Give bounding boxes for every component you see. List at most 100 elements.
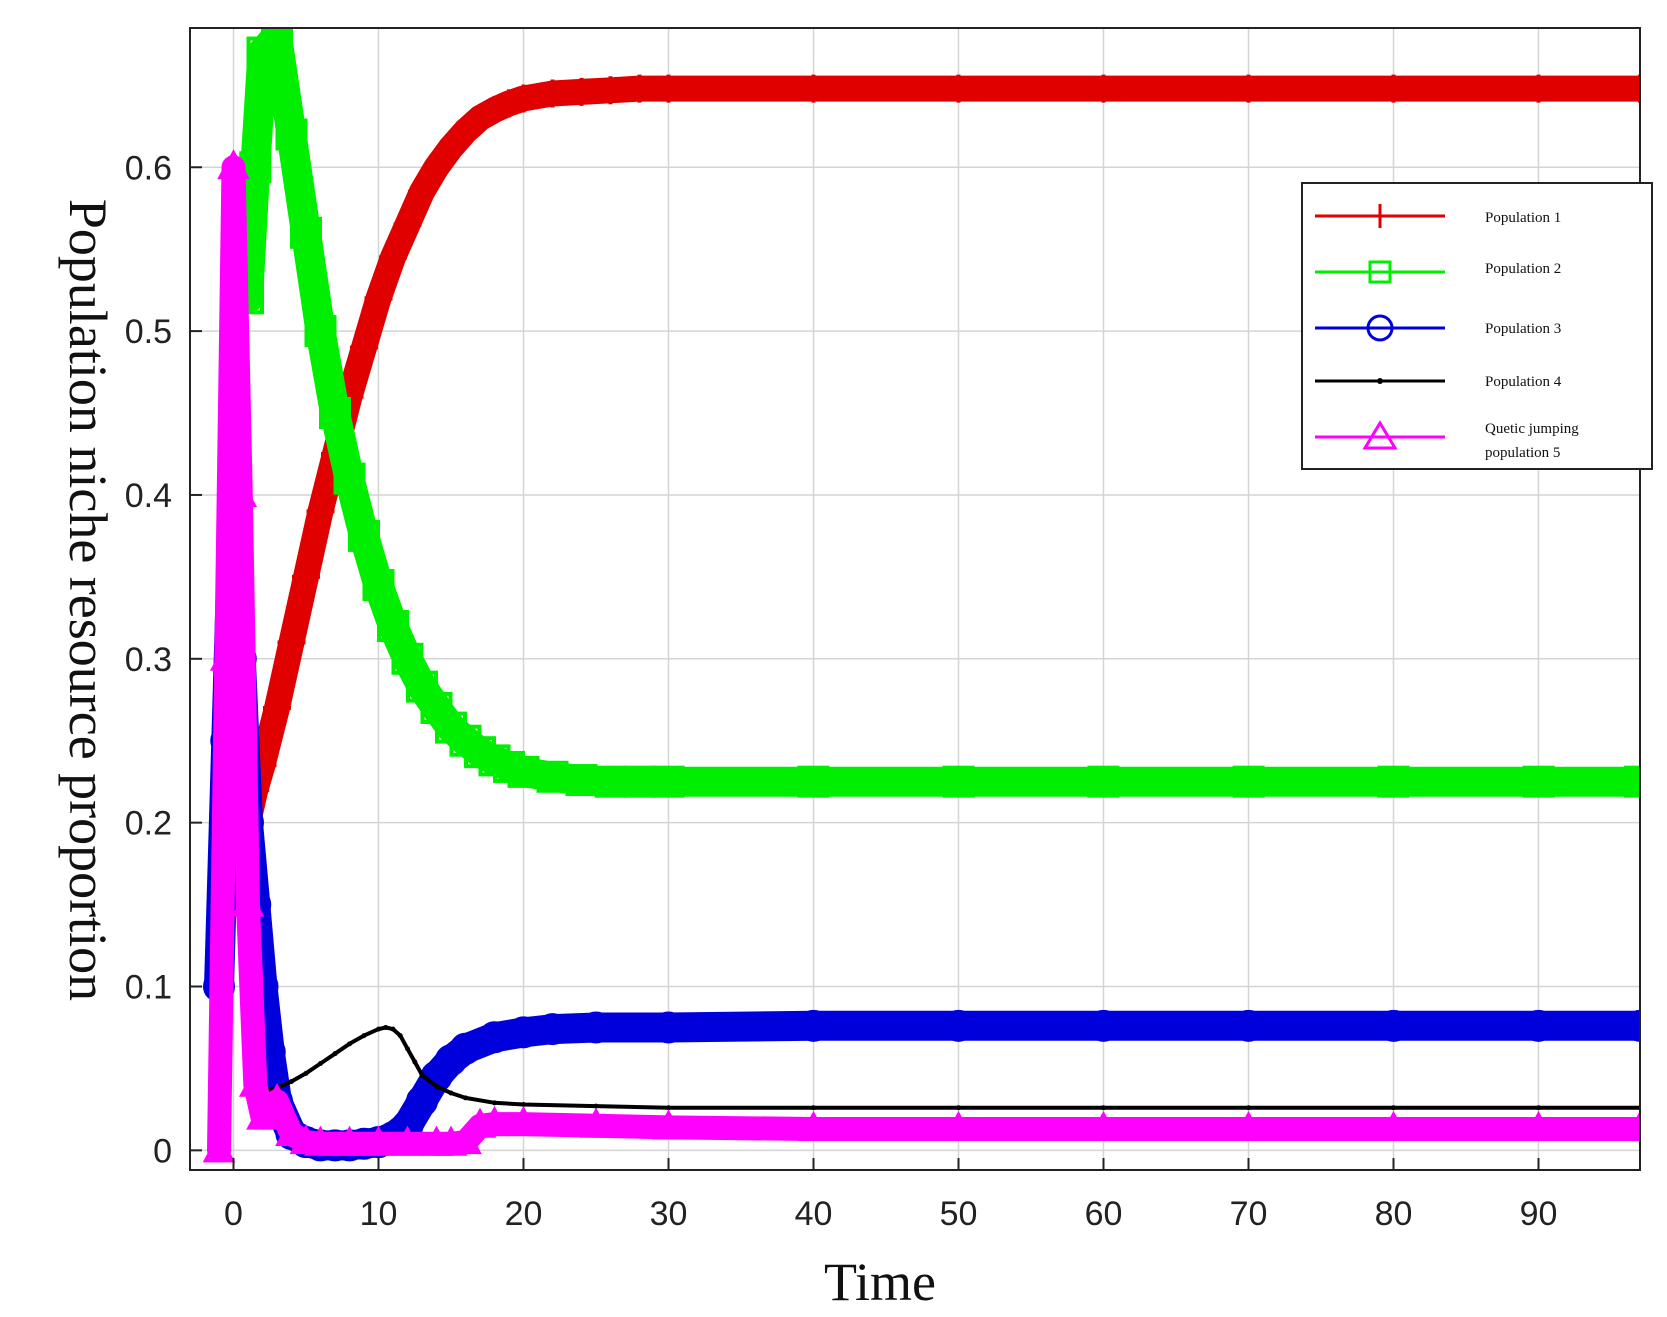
data-point-marker <box>596 76 625 105</box>
data-point-marker <box>292 562 320 591</box>
data-point-marker <box>593 1103 599 1109</box>
data-point-marker <box>449 1032 482 1065</box>
data-point-marker <box>289 1123 323 1155</box>
data-point-marker <box>275 118 308 151</box>
data-point-marker <box>332 1051 338 1057</box>
data-point-marker <box>1232 765 1265 798</box>
data-point-marker <box>361 1033 367 1039</box>
data-point-marker <box>811 1105 816 1111</box>
data-point-marker <box>538 79 567 108</box>
data-point-marker <box>580 1011 612 1044</box>
data-point-marker <box>304 1125 337 1156</box>
data-point-marker <box>224 476 258 507</box>
data-point-marker <box>319 397 351 430</box>
data-point-marker <box>391 1125 424 1156</box>
data-point-marker <box>304 315 337 348</box>
y-axis-title: Population niche resource proportion <box>58 199 118 1001</box>
data-point-marker <box>1391 1105 1396 1111</box>
data-point-marker <box>1377 765 1410 798</box>
data-point-marker <box>1232 1009 1265 1042</box>
data-point-marker <box>463 1095 468 1101</box>
legend-label-population-3: Population 3 <box>1485 321 1561 337</box>
data-point-marker <box>362 1125 395 1156</box>
data-point-marker <box>1522 1110 1555 1142</box>
tick-labels: 0 10 20 30 40 50 60 70 80 90 0 0.1 0.2 0.3 0.4 0.5 0.6 <box>125 149 1558 1233</box>
data-point-marker <box>306 497 335 526</box>
x-tick-label: 50 <box>940 1195 978 1233</box>
data-point-marker <box>1246 1105 1251 1111</box>
data-point-marker <box>799 74 828 103</box>
data-point-marker <box>231 886 265 917</box>
data-point-marker <box>652 1109 685 1140</box>
data-point-marker <box>1623 1110 1640 1142</box>
data-point-marker <box>348 519 380 552</box>
data-point-marker <box>797 1110 830 1142</box>
y-tick-label: 0.5 <box>125 313 172 351</box>
data-point-marker <box>1522 1009 1555 1042</box>
data-point-marker <box>478 1105 511 1137</box>
legend-marker-plus <box>1368 204 1392 228</box>
data-point-marker <box>246 1099 279 1130</box>
data-point-marker <box>412 1059 418 1065</box>
data-point-marker <box>383 1024 389 1030</box>
data-point-marker <box>654 74 683 103</box>
data-point-marker <box>1232 1110 1265 1142</box>
data-point-marker <box>318 1061 323 1067</box>
legend: Population 1 Population 2 Population 3 P… <box>1301 182 1653 470</box>
data-point-marker <box>797 1009 830 1042</box>
series-line-quetic-jumping-population-5 <box>207 155 1640 1163</box>
data-point-marker <box>405 1046 410 1052</box>
data-point-marker <box>942 1110 975 1142</box>
data-point-marker <box>956 1105 961 1111</box>
series-clip-group <box>202 28 1640 1163</box>
data-point-marker <box>567 77 596 106</box>
x-tick-label: 30 <box>650 1195 688 1233</box>
data-point-marker <box>1524 74 1553 103</box>
data-point-marker <box>1522 765 1555 798</box>
data-point-marker <box>303 1070 309 1076</box>
data-point-marker <box>406 1085 438 1118</box>
x-tick-label: 20 <box>505 1195 543 1233</box>
x-tick-label: 60 <box>1085 1195 1123 1233</box>
data-point-marker <box>666 1105 671 1111</box>
legend-box <box>1301 182 1653 470</box>
plot-frame <box>189 27 1641 1171</box>
y-tick-label: 0.6 <box>125 149 172 187</box>
data-point-marker <box>290 216 322 249</box>
data-point-marker <box>1624 765 1640 798</box>
data-point-marker <box>521 1101 526 1107</box>
data-point-marker <box>507 1105 540 1137</box>
data-point-marker <box>289 1079 294 1085</box>
data-point-marker <box>347 1041 352 1047</box>
data-point-marker <box>1624 1009 1640 1042</box>
x-tick-label: 0 <box>224 1195 243 1233</box>
data-point-marker <box>263 693 291 722</box>
data-point-marker <box>209 640 243 671</box>
legend-label-population-2: Population 2 <box>1485 261 1561 277</box>
data-point-marker <box>275 1115 308 1146</box>
legend-label-population-1: Population 1 <box>1485 210 1561 226</box>
data-point-marker <box>652 1011 685 1044</box>
data-point-marker <box>492 1100 497 1106</box>
data-point-marker <box>408 177 436 206</box>
x-tick-label: 10 <box>360 1195 398 1233</box>
y-tick-label: 0.2 <box>125 805 172 843</box>
data-point-marker <box>217 149 250 180</box>
data-point-marker <box>390 1026 396 1032</box>
x-tick-label: 40 <box>795 1195 833 1233</box>
data-point-marker <box>1087 765 1120 798</box>
data-point-marker <box>434 1083 439 1089</box>
x-tick-label: 90 <box>1520 1195 1558 1233</box>
legend-marker-dot <box>1377 378 1383 384</box>
data-point-marker <box>451 117 480 146</box>
data-point-marker <box>480 95 509 124</box>
data-point-marker <box>364 284 393 313</box>
data-point-marker <box>449 1123 482 1155</box>
data-point-marker <box>333 462 366 495</box>
data-point-marker <box>942 765 975 798</box>
y-tick-label: 0.4 <box>125 477 172 515</box>
data-point-marker <box>362 569 395 602</box>
data-point-marker <box>942 1009 975 1042</box>
data-point-marker <box>466 104 494 133</box>
